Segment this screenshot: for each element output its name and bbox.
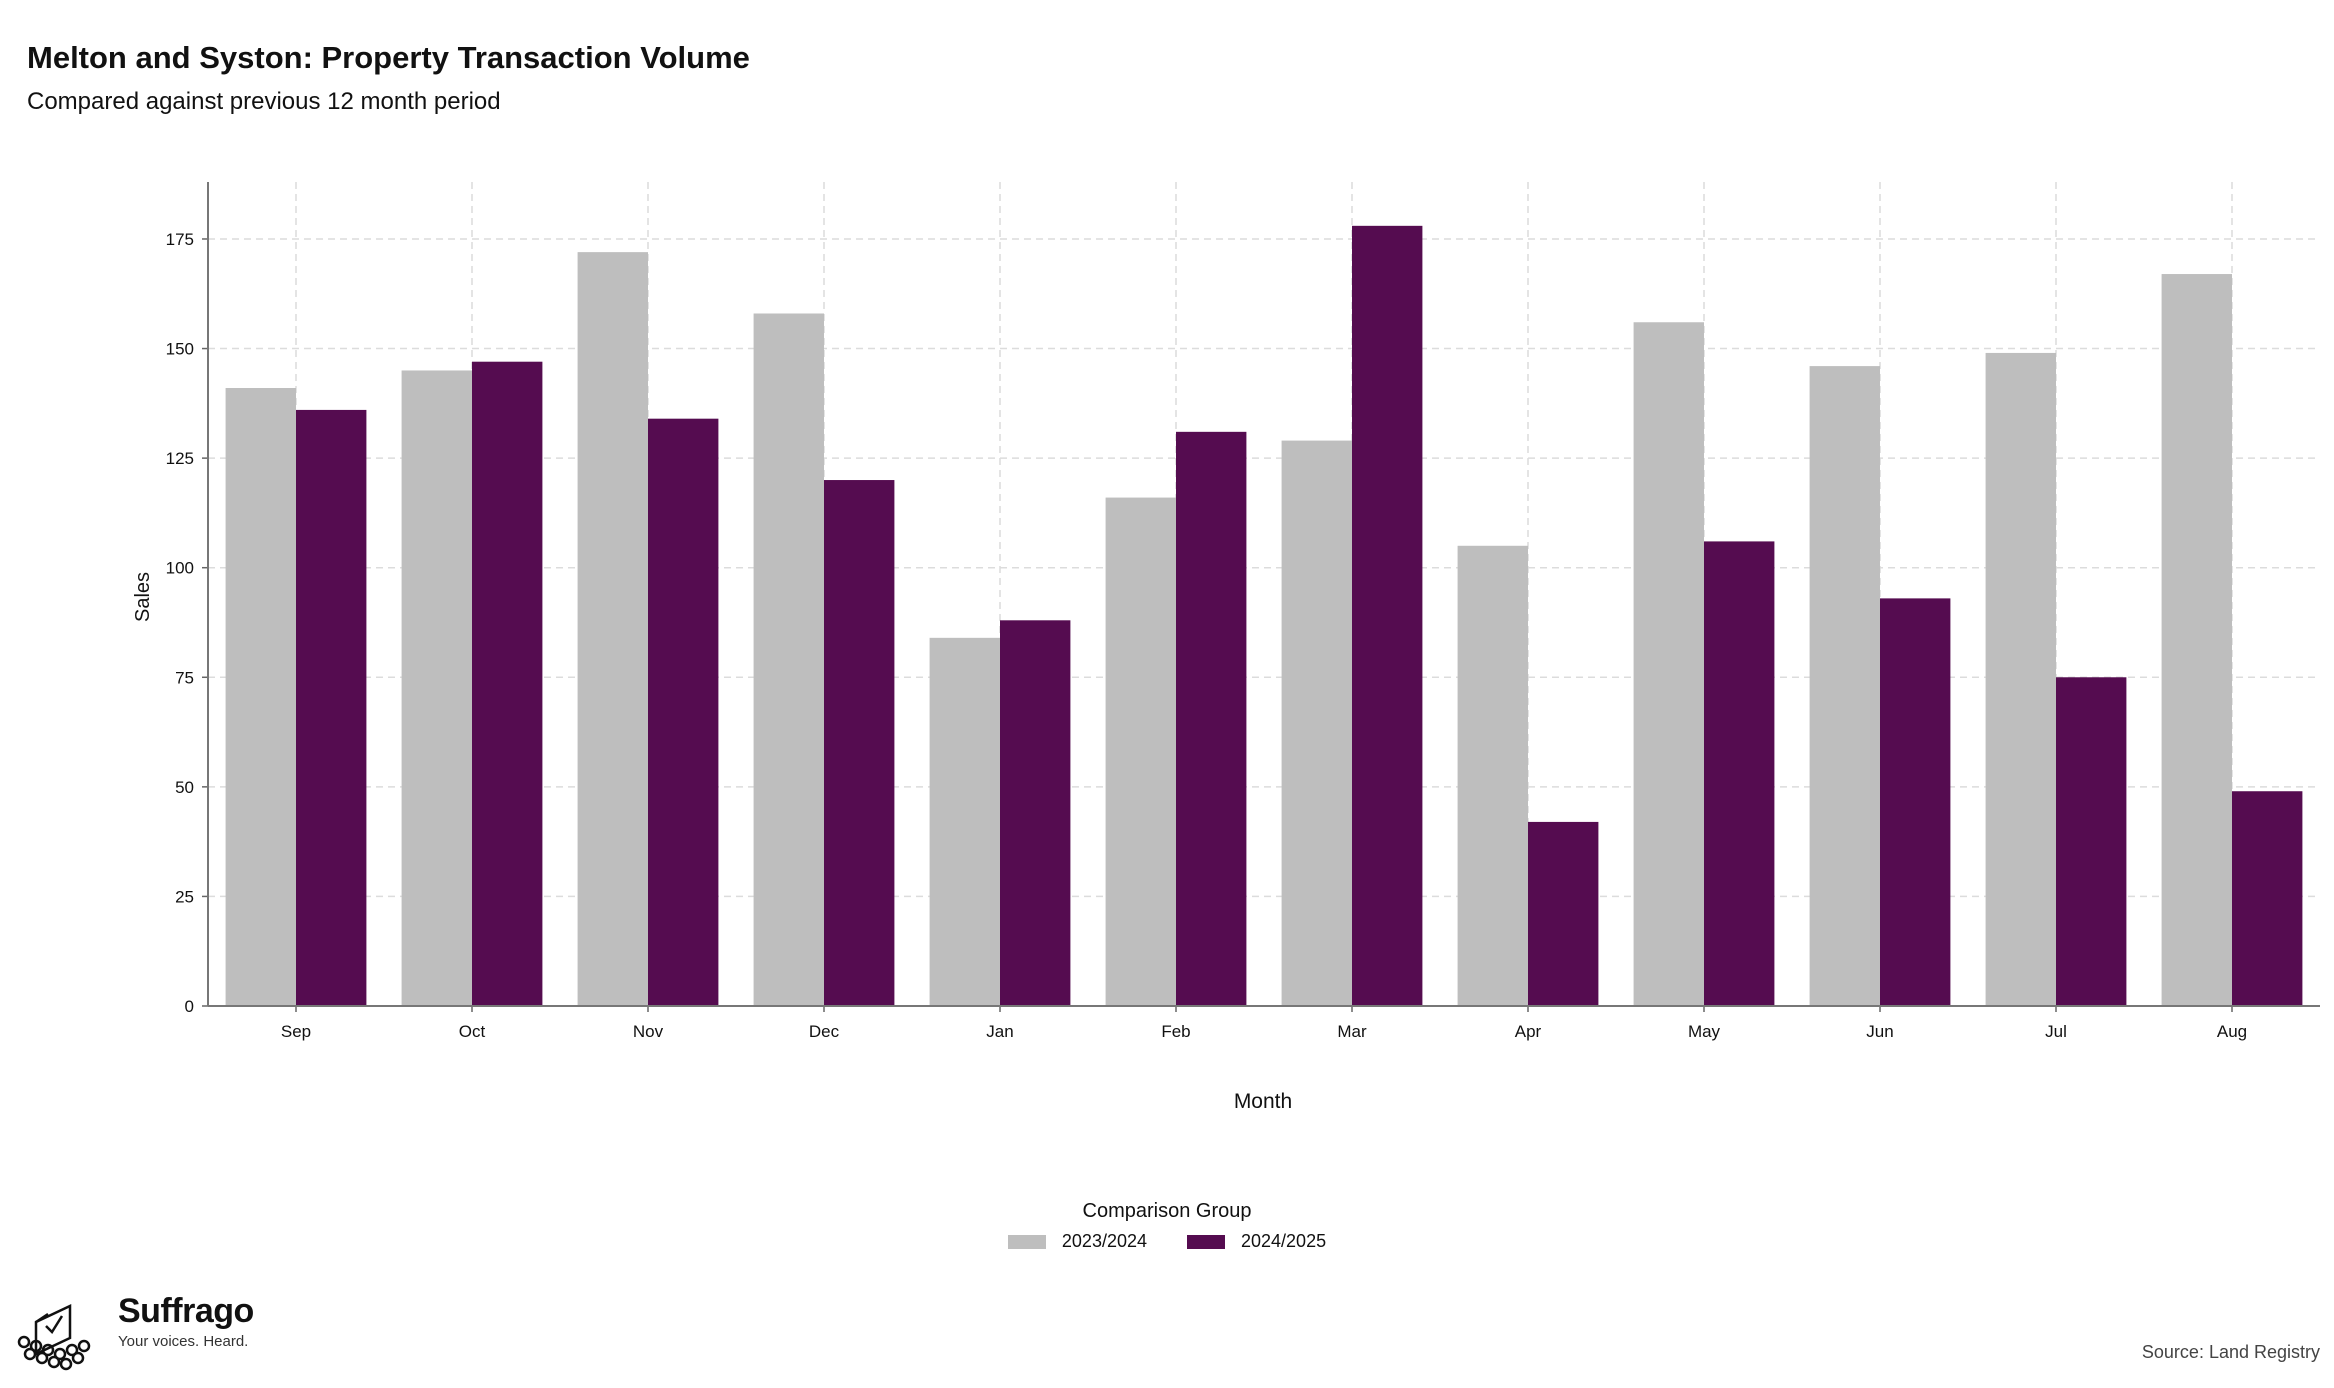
x-tick-label: Apr (1515, 1022, 1542, 1041)
logo-text: Suffrago Your voices. Heard. (118, 1292, 254, 1350)
y-tick-label: 75 (175, 668, 194, 687)
bar-2023-2024-jul (1985, 352, 2056, 1006)
ballot-box-icon (17, 1304, 91, 1371)
bar-2024-2025-jul (2056, 677, 2127, 1006)
legend-label-2024-2025: 2024/2025 (1241, 1231, 1327, 1251)
bar-2024-2025-may (1704, 541, 1775, 1006)
legend-item-2024-2025: 2024/2025 (1187, 1231, 1326, 1252)
bar-2024-2025-apr (1528, 821, 1599, 1006)
bar-2024-2025-nov (648, 418, 719, 1006)
legend-swatch-2023-2024 (1007, 1234, 1046, 1249)
bar-2024-2025-sep (296, 409, 367, 1006)
bar-2023-2024-jun (1809, 366, 1880, 1007)
axes: 0 25 50 75 100 125 150 175 Sep Oct Nov Dec Jan Feb Mar… (166, 182, 2320, 1041)
bar-2023-2024-nov (577, 252, 648, 1006)
source-note: Source: Land Registry (2141, 1342, 2320, 1362)
y-tick-label: 0 (185, 997, 194, 1016)
legend-title: Comparison Group (1082, 1200, 1252, 1222)
chart-title: Melton and Syston: Property Transaction … (27, 40, 750, 75)
y-axis-label: Sales (132, 572, 154, 622)
x-tick-label: May (1688, 1022, 1721, 1041)
bar-2024-2025-dec (824, 480, 895, 1006)
x-tick-label: Nov (633, 1022, 664, 1041)
brand-name: Suffrago (118, 1292, 254, 1330)
x-tick-label: Mar (1337, 1022, 1367, 1041)
bar-2023-2024-sep (225, 388, 296, 1006)
bar-2023-2024-mar (1281, 440, 1352, 1007)
bar-2023-2024-jan (929, 637, 1000, 1006)
bar-2024-2025-aug (2232, 791, 2303, 1006)
x-tick-label: Jun (1866, 1022, 1893, 1041)
x-tick-label: Oct (459, 1022, 486, 1041)
x-axis-label: Month (1234, 1090, 1292, 1113)
x-tick-label: Jan (986, 1022, 1013, 1041)
bars (225, 225, 2303, 1007)
legend-items: 2023/2024 2024/2025 (0, 1231, 2334, 1252)
y-tick-label: 175 (166, 230, 194, 249)
y-tick-label: 50 (175, 778, 194, 797)
legend: Comparison Group 2023/2024 2024/2025 (0, 1200, 2334, 1252)
bar-2024-2025-feb (1176, 431, 1247, 1006)
x-tick-label: Aug (2217, 1022, 2247, 1041)
legend-label-2023-2024: 2023/2024 (1061, 1231, 1147, 1251)
x-tick-label: Dec (809, 1022, 840, 1041)
bar-2023-2024-dec (753, 313, 824, 1006)
bar-2023-2024-feb (1105, 497, 1176, 1006)
x-tick-label: Feb (1161, 1022, 1190, 1041)
bar-2023-2024-may (1633, 322, 1704, 1006)
suffrago-logo: Suffrago Your voices. Heard. (14, 1292, 254, 1372)
bar-2023-2024-aug (2161, 274, 2232, 1006)
bar-2023-2024-apr (1457, 545, 1528, 1006)
bar-2024-2025-jan (1000, 620, 1071, 1006)
y-tick-label: 25 (175, 887, 194, 906)
legend-swatch-2024-2025 (1187, 1234, 1225, 1249)
brand-tagline: Your voices. Heard. (118, 1333, 249, 1350)
y-tick-label: 125 (166, 449, 194, 468)
bar-2024-2025-jun (1880, 598, 1951, 1006)
bar-2024-2025-oct (472, 361, 543, 1006)
bar-2023-2024-oct (401, 370, 472, 1006)
x-tick-label: Sep (281, 1022, 311, 1041)
x-tick-label: Jul (2045, 1022, 2067, 1041)
legend-item-2023-2024: 2023/2024 (1007, 1231, 1147, 1252)
y-tick-label: 100 (166, 559, 194, 578)
y-tick-label: 150 (166, 340, 194, 359)
bar-2024-2025-mar (1352, 225, 1423, 1007)
chart-subtitle: Compared against previous 12 month perio… (27, 88, 501, 115)
